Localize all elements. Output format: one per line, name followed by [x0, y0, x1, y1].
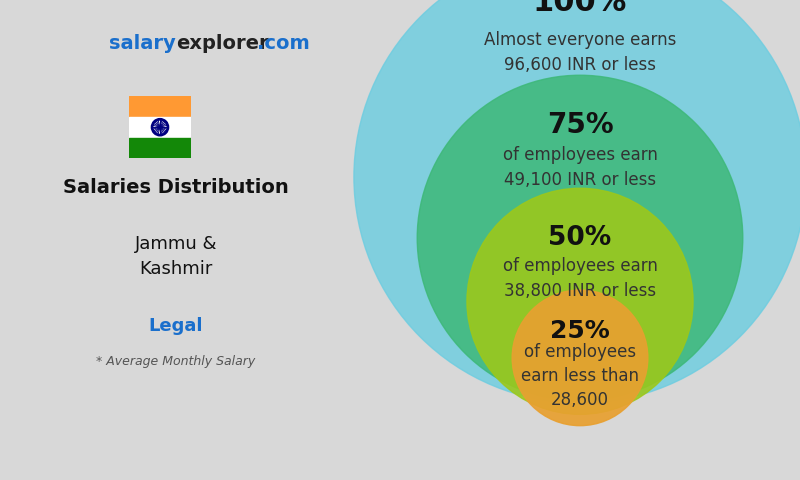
- Text: Almost everyone earns
96,600 INR or less: Almost everyone earns 96,600 INR or less: [484, 31, 676, 74]
- Text: 25%: 25%: [550, 319, 610, 343]
- Text: of employees earn
49,100 INR or less: of employees earn 49,100 INR or less: [502, 146, 658, 190]
- Text: Legal: Legal: [149, 317, 203, 335]
- Text: Jammu &
Kashmir: Jammu & Kashmir: [134, 235, 218, 278]
- Text: explorer: explorer: [176, 34, 269, 53]
- Text: of employees earn
38,800 INR or less: of employees earn 38,800 INR or less: [502, 257, 658, 300]
- Text: 100%: 100%: [533, 0, 627, 17]
- Text: salary: salary: [110, 34, 176, 53]
- Circle shape: [418, 75, 742, 401]
- Text: * Average Monthly Salary: * Average Monthly Salary: [96, 355, 256, 368]
- Text: 50%: 50%: [548, 225, 612, 251]
- Bar: [129, 96, 191, 117]
- Text: .com: .com: [257, 34, 310, 53]
- Text: Salaries Distribution: Salaries Distribution: [63, 178, 289, 197]
- Text: 75%: 75%: [546, 111, 614, 139]
- Text: of employees
earn less than
28,600: of employees earn less than 28,600: [521, 343, 639, 408]
- Circle shape: [467, 188, 693, 414]
- Circle shape: [512, 290, 648, 426]
- Bar: [129, 138, 191, 158]
- Bar: [129, 117, 191, 138]
- Circle shape: [354, 0, 800, 403]
